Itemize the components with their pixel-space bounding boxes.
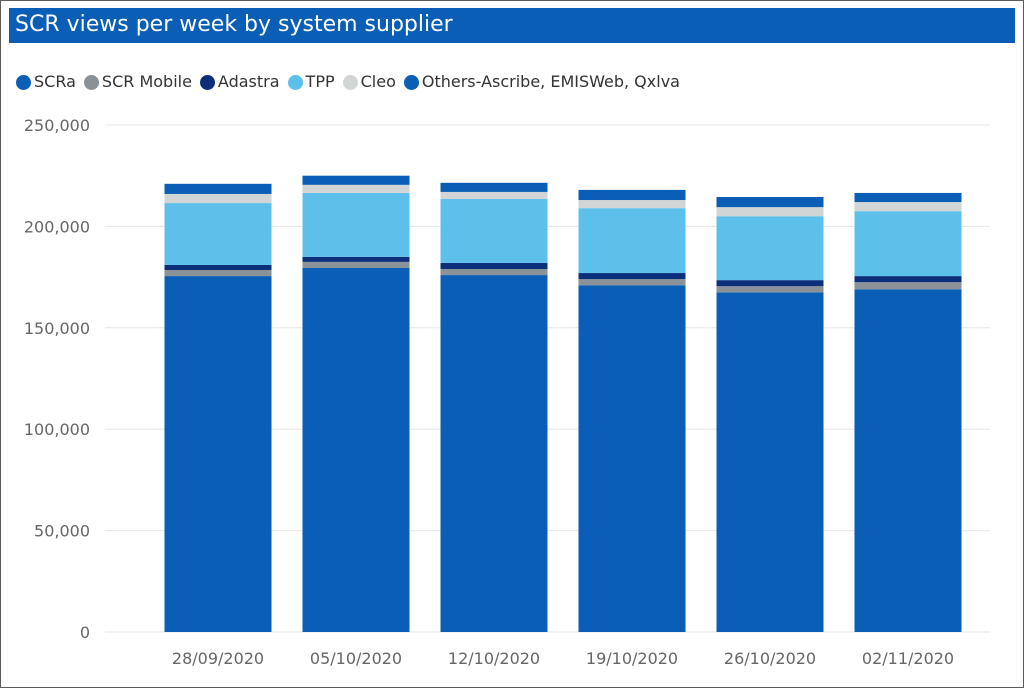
bar-segment[interactable] <box>440 275 548 632</box>
legend-marker <box>403 74 419 90</box>
legend-marker <box>199 74 215 90</box>
x-tick-label: 28/09/2020 <box>172 649 264 668</box>
bar-segment[interactable] <box>440 268 548 276</box>
legend-label: SCRa <box>34 72 76 91</box>
x-tick-label: 12/10/2020 <box>448 649 540 668</box>
bar-segment[interactable] <box>164 264 272 271</box>
bar-segment[interactable] <box>164 193 272 204</box>
x-tick-label: 05/10/2020 <box>310 649 402 668</box>
legend-marker <box>287 74 303 90</box>
y-tick-label: 50,000 <box>34 522 90 541</box>
legend-item[interactable]: TPP <box>287 72 335 92</box>
bar-segment[interactable] <box>302 267 410 632</box>
legend-marker <box>342 74 358 90</box>
legend-label: Cleo <box>360 72 396 91</box>
legend-item[interactable]: SCRa <box>16 72 76 92</box>
legend: SCRa SCR Mobile Adastra TPP Cleo Others-Ascri… <box>16 70 688 94</box>
legend-marker <box>16 74 31 90</box>
legend-item[interactable]: Adastra <box>199 72 280 92</box>
legend-label: TPP <box>305 72 335 91</box>
legend-label: Adastra <box>217 72 280 91</box>
bar-segment[interactable] <box>440 191 548 200</box>
chart-title: SCR views per week by system supplier <box>15 12 453 37</box>
chart-title-bar: SCR views per week by system supplier <box>9 8 1015 43</box>
bar-segment[interactable] <box>440 182 548 192</box>
legend-item[interactable]: SCR Mobile <box>83 72 192 92</box>
bar-segment[interactable] <box>716 216 824 281</box>
bar-segment[interactable] <box>716 207 824 217</box>
bar-segment[interactable] <box>854 211 962 277</box>
bar-segment[interactable] <box>854 289 962 632</box>
legend-item[interactable]: Others-Ascribe, EMISWeb, Qxlva <box>403 72 680 92</box>
y-tick-label: 150,000 <box>24 319 90 338</box>
bar-segment[interactable] <box>854 202 962 212</box>
bar-segment[interactable] <box>578 189 686 201</box>
bar-segment[interactable] <box>716 286 824 293</box>
bar-segment[interactable] <box>164 270 272 277</box>
legend-label: Others-Ascribe, EMISWeb, Qxlva <box>421 72 680 91</box>
bar-segment[interactable] <box>578 285 686 632</box>
bar-segment[interactable] <box>302 192 410 257</box>
bar-segment[interactable] <box>716 196 824 208</box>
y-tick-label: 200,000 <box>24 217 90 236</box>
bar-segment[interactable] <box>302 184 410 193</box>
bar-segment[interactable] <box>578 279 686 286</box>
y-tick-label: 0 <box>80 623 90 642</box>
x-tick-label: 26/10/2020 <box>724 649 816 668</box>
bar-segment[interactable] <box>302 256 410 262</box>
bar-segment[interactable] <box>854 192 962 203</box>
bar-segment[interactable] <box>716 292 824 632</box>
bar-segment[interactable] <box>854 282 962 290</box>
legend-item[interactable]: Cleo <box>342 72 396 92</box>
bar-segment[interactable] <box>854 276 962 283</box>
bar-segment[interactable] <box>164 183 272 194</box>
bar-segment[interactable] <box>716 280 824 287</box>
bar-segment[interactable] <box>302 261 410 268</box>
bar-segment[interactable] <box>302 175 410 185</box>
x-tick-label: 02/11/2020 <box>862 649 954 668</box>
bar-segment[interactable] <box>164 276 272 632</box>
y-tick-label: 100,000 <box>24 420 90 439</box>
bar-segment[interactable] <box>578 273 686 280</box>
bar-segment[interactable] <box>440 199 548 263</box>
y-tick-label: 250,000 <box>24 116 90 135</box>
bar-segment[interactable] <box>578 208 686 274</box>
legend-marker <box>83 74 99 90</box>
legend-label: SCR Mobile <box>101 72 192 91</box>
x-tick-label: 19/10/2020 <box>586 649 678 668</box>
bar-segment[interactable] <box>164 203 272 265</box>
bar-segment[interactable] <box>440 262 548 269</box>
bar-segment[interactable] <box>578 200 686 209</box>
